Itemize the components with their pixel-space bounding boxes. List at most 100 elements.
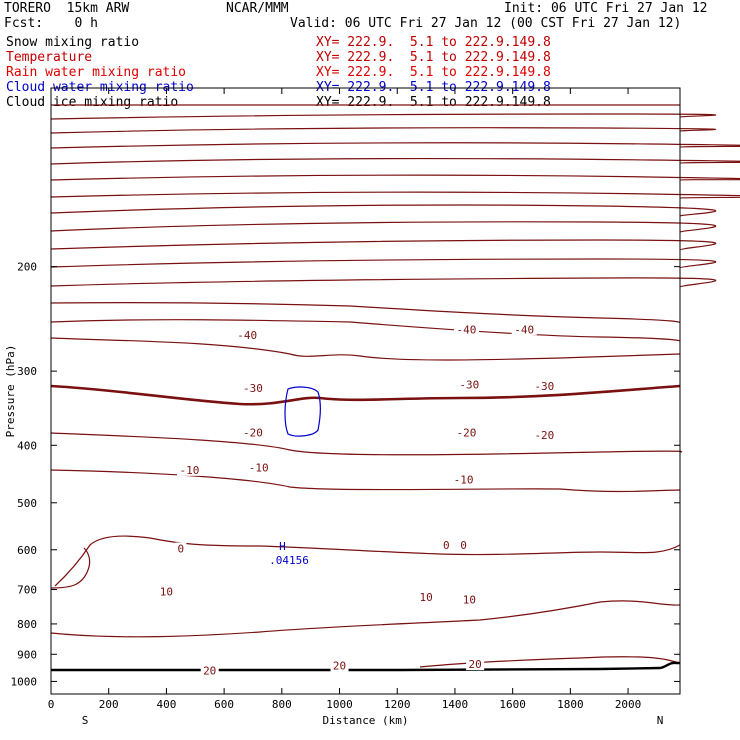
isotherm-label: 10 [463, 593, 476, 606]
isotherm-label: -40 [237, 329, 257, 342]
isotherm-label: 0 [460, 539, 467, 552]
isotherm-label: -10 [454, 474, 474, 487]
right-endpoint-label: N [657, 714, 664, 727]
x-tick-label: 600 [214, 698, 234, 711]
isotherm-line [50, 319, 681, 342]
isotherm-label: 0 [178, 542, 185, 555]
isotherm-label: -30 [459, 379, 479, 392]
isotherm-line [50, 302, 681, 324]
isotherm-labels: -40 -40 -40-30 -30 -30-20 -20 -20-10 -10-100 0 01… [157, 323, 557, 677]
isotherm-label: -10 [180, 464, 200, 477]
y-tick-label: 1000 [11, 675, 38, 688]
isotherm-label-bg [330, 659, 349, 672]
isotherm-line [50, 127, 717, 134]
cloud-water-contour: H.04156 [269, 386, 321, 567]
y-tick-label: 300 [17, 365, 37, 378]
isotherm-label-bg [240, 426, 266, 439]
freezing-level-line [50, 384, 681, 406]
isotherm-line [50, 142, 740, 149]
y-tick-label: 900 [17, 648, 37, 661]
y-tick-label: 200 [17, 261, 37, 274]
isotherm-line [419, 656, 681, 668]
isotherm-label-bg [417, 591, 436, 604]
isotherm-line [50, 600, 681, 638]
x-tick-label: 1600 [499, 698, 526, 711]
y-tick-label: 600 [17, 544, 37, 557]
isotherm-label-bg [460, 593, 479, 606]
field-xy-cloud-ice: XY= 222.9. 5.1 to 222.9.149.8 [316, 95, 551, 110]
field-label-snow: Snow mixing ratio [6, 35, 140, 50]
x-tick-label: 2000 [615, 698, 642, 711]
plot-axes [50, 87, 681, 695]
y-tick-label: 400 [17, 439, 37, 452]
isotherm-label: 20 [333, 659, 346, 672]
field-label-rain: Rain water mixing ratio [6, 65, 187, 80]
isotherm-label-bg [531, 380, 557, 393]
isotherm-line [50, 221, 717, 233]
isotherm-label: -20 [457, 427, 477, 440]
x-axis-label: Distance (km) [322, 714, 408, 727]
model-title: TORERO 15km ARW [4, 1, 130, 16]
forecast-hour: Fcst: 0 h [4, 16, 98, 31]
isotherm-label: -30 [243, 382, 263, 395]
isotherm-label-bg [440, 539, 452, 552]
isotherm-line [50, 469, 681, 493]
isotherm-label-bg [451, 473, 477, 486]
cloud-water-max-label: H [279, 540, 286, 553]
isotherm-label: -30 [534, 380, 554, 393]
isotherm-line [50, 239, 717, 251]
plot-frame [50, 87, 681, 695]
isotherm-label-bg [458, 539, 470, 552]
isotherm-label-bg [175, 542, 187, 555]
terrain-surface [51, 661, 680, 672]
isotherm-line [50, 337, 681, 361]
isotherm-line [50, 191, 740, 199]
isotherm-line [50, 204, 717, 217]
isotherm-label-bg [240, 381, 266, 394]
isotherm-label-bg [466, 658, 485, 671]
isotherm-line [50, 277, 717, 288]
x-tick-label: 400 [156, 698, 176, 711]
y-axis-label: Pressure (hPa) [4, 345, 17, 438]
isotherm-line [50, 157, 740, 165]
field-xy-rain: XY= 222.9. 5.1 to 222.9.149.8 [316, 65, 551, 80]
isotherm-line [54, 535, 681, 587]
isotherm-label: -20 [243, 427, 263, 440]
isotherm-label: -40 [514, 323, 534, 336]
cloud-water-max-value: .04156 [269, 554, 309, 567]
field-xy-snow: XY= 222.9. 5.1 to 222.9.149.8 [316, 35, 551, 50]
isotherm-label: -20 [534, 429, 554, 442]
isotherm-label-bg [531, 428, 557, 441]
x-tick-label: 200 [99, 698, 119, 711]
isotherm-label-bg [157, 585, 176, 598]
isotherm-label-bg [234, 329, 260, 342]
isotherm-label-bg [511, 323, 537, 336]
temperature-contours [50, 104, 740, 668]
isotherm-line [50, 547, 91, 589]
ground-line [51, 661, 680, 672]
isotherm-label-bg [176, 463, 202, 476]
isotherm-label-bg [453, 323, 479, 336]
x-tick-label: 1400 [442, 698, 469, 711]
x-tick-label: 1200 [384, 698, 411, 711]
field-label-cloud-ice: Cloud ice mixing ratio [6, 95, 179, 110]
isotherm-label: 10 [419, 591, 432, 604]
isotherm-label: 20 [469, 658, 482, 671]
field-xy-temperature: XY= 222.9. 5.1 to 222.9.149.8 [316, 50, 551, 65]
valid-time: Valid: 06 UTC Fri 27 Jan 12 (00 CST Fri … [290, 16, 682, 31]
isotherm-line [50, 174, 740, 181]
cloud-water-loop [284, 386, 321, 437]
organization: NCAR/MMM [226, 1, 289, 16]
x-tick-label: 800 [272, 698, 292, 711]
isotherm-label: -10 [249, 461, 269, 474]
isotherm-line [50, 432, 683, 456]
x-tick-label: 0 [48, 698, 55, 711]
isotherm-label: -40 [457, 323, 477, 336]
isotherm-label-bg [453, 426, 479, 439]
isotherm-label: 10 [160, 585, 173, 598]
isotherm-label-bg [246, 461, 272, 474]
x-tick-label: 1800 [557, 698, 584, 711]
y-tick-label: 700 [17, 584, 37, 597]
x-tick-label: 1000 [326, 698, 353, 711]
